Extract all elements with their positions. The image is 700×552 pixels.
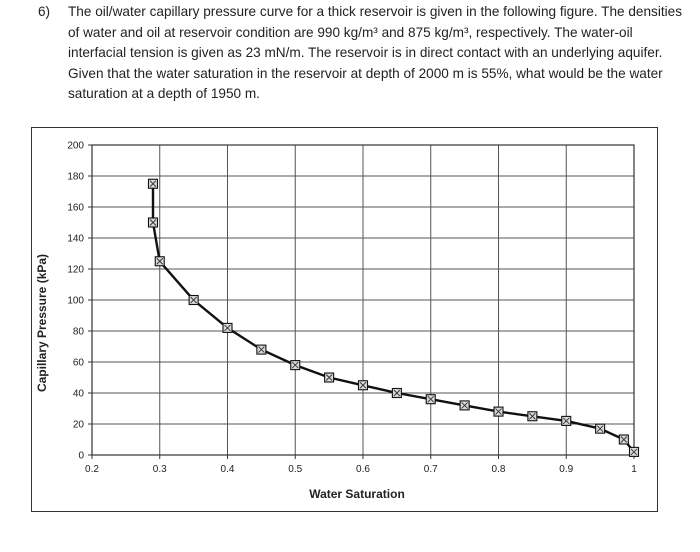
y-tick-label: 80 (73, 327, 85, 338)
x-tick-label: 0.3 (153, 464, 167, 475)
marker-cross (325, 374, 333, 381)
data-point-marker (628, 446, 640, 457)
data-point-marker (391, 387, 402, 399)
data-point-marker (357, 380, 369, 391)
y-tick-label: 100 (67, 296, 84, 307)
y-tick-label: 120 (67, 265, 84, 276)
y-tick-label: 200 (67, 141, 84, 152)
data-point-marker (147, 178, 159, 189)
question-text: The oil/water capillary pressure curve f… (68, 4, 683, 102)
data-point-marker (188, 294, 199, 306)
x-tick-label: 1 (631, 464, 637, 475)
y-tick-label: 20 (73, 420, 85, 431)
chart-markers (147, 178, 640, 457)
x-tick-label: 0.2 (85, 464, 99, 475)
x-axis-label: Water Saturation (309, 487, 405, 501)
marker-cross (291, 361, 299, 369)
data-point-marker (618, 434, 629, 445)
y-tick-label: 160 (67, 203, 84, 214)
y-tick-label: 40 (73, 389, 85, 400)
data-point-marker (256, 344, 267, 355)
data-point-marker (595, 423, 606, 434)
marker-cross (529, 412, 536, 420)
marker-cross (427, 395, 435, 403)
data-point-marker (425, 394, 436, 405)
x-tick-label: 0.8 (492, 464, 506, 475)
marker-cross (149, 180, 157, 188)
data-point-marker (324, 372, 335, 383)
marker-cross (190, 296, 197, 304)
capillary-pressure-curve (151, 183, 635, 453)
marker-cross (224, 324, 231, 332)
marker-cross (630, 448, 638, 456)
capillary-pressure-chart: 0.2 0.3 0.4 0.5 0.6 0.7 0.8 0.9 1 0 20 40 60 80 100 120… (35, 141, 640, 501)
x-tick-label: 0.7 (424, 464, 438, 475)
marker-cross (461, 402, 468, 409)
data-point-marker (527, 411, 538, 422)
y-tick-label: 0 (78, 451, 84, 462)
capillary-pressure-figure: 0.2 0.3 0.4 0.5 0.6 0.7 0.8 0.9 1 0 20 40 60 80 100 120… (31, 127, 658, 512)
data-point-marker (493, 406, 504, 417)
x-tick-label: 0.5 (288, 464, 302, 475)
question-block: 6) The oil/water capillary pressure curv… (38, 2, 688, 105)
data-point-marker (561, 415, 572, 426)
y-axis-label: Capillary Pressure (kPa) (35, 254, 49, 392)
question-number: 6) (38, 4, 51, 19)
x-tick-label: 0.9 (559, 464, 573, 475)
data-point-marker (290, 360, 301, 371)
marker-cross (393, 389, 401, 397)
y-tick-label: 60 (73, 358, 85, 369)
data-point-marker (154, 256, 165, 267)
marker-cross (495, 408, 502, 415)
x-tick-label: 0.4 (221, 464, 235, 475)
data-point-marker (459, 400, 470, 411)
marker-cross (156, 257, 164, 265)
plot-frame (91, 144, 635, 456)
marker-cross (359, 381, 367, 389)
marker-cross (149, 219, 157, 226)
marker-cross (620, 436, 628, 443)
chart-tick-labels: 0.2 0.3 0.4 0.5 0.6 0.7 0.8 0.9 1 0 20 40 60 80 100 120… (67, 141, 637, 476)
x-tick-label: 0.6 (356, 464, 370, 475)
chart-grid (88, 144, 635, 459)
data-point-marker (147, 217, 159, 228)
marker-cross (258, 346, 265, 353)
y-tick-label: 140 (67, 234, 84, 245)
marker-cross (562, 417, 570, 425)
marker-cross (596, 425, 604, 432)
data-point-marker (222, 322, 233, 333)
y-tick-label: 180 (67, 172, 84, 183)
